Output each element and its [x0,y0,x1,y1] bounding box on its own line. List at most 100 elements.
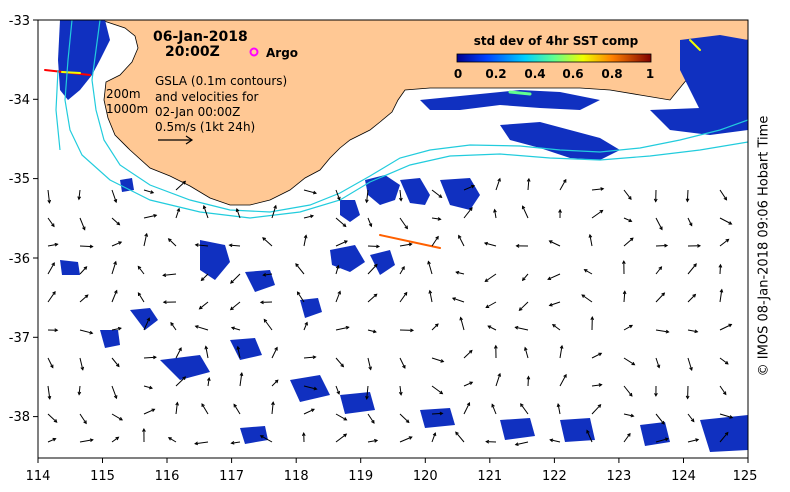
velocity-arrow [111,327,121,331]
velocity-arrow [557,404,561,415]
velocity-arrow [47,438,56,443]
argo-marker-icon [249,47,259,57]
x-tick-label: 115 [90,469,115,484]
velocity-arrow-head [719,288,724,293]
velocity-arrow [655,266,662,275]
velocity-arrows [47,177,734,446]
velocity-arrow [111,290,118,303]
velocity-arrow-head [89,244,94,249]
velocity-arrow-head [728,323,733,328]
velocity-arrow-head [491,403,495,408]
velocity-arrow-head [588,233,593,238]
velocity-arrow-head [335,264,340,269]
velocity-arrow-head [401,266,405,270]
velocity-arrow-head [581,294,586,298]
velocity-arrow-head [296,291,301,296]
velocity-arrow [303,408,315,415]
velocity-arrow-head [54,242,59,247]
velocity-arrow-head [556,403,561,408]
velocity-arrow [367,329,377,333]
velocity-arrow [263,273,273,276]
velocity-arrow [552,324,561,331]
velocity-arrow-head [689,366,693,371]
isobath-200m-west [55,69,61,151]
velocity-arrow-head [259,300,264,305]
sst-streak-central [379,234,441,249]
velocity-arrow-head [622,290,627,295]
velocity-arrow-head [371,419,375,424]
map-time: 20:00Z [165,44,220,60]
sst-patch-s-7 [560,418,595,442]
x-tick-label: 124 [671,469,696,484]
velocity-arrow-head [313,386,318,391]
velocity-arrow [519,301,529,311]
velocity-arrow [584,269,593,275]
velocity-arrow-head [526,375,531,380]
velocity-arrow-head [455,431,459,436]
velocity-arrow-head [548,240,553,244]
velocity-arrow [463,185,475,191]
velocity-arrow [431,385,443,395]
velocity-arrow-head [563,373,567,378]
velocity-arrow-head [340,363,345,368]
velocity-arrow [199,301,209,310]
velocity-arrow-head [309,214,315,219]
velocity-arrow [195,244,209,247]
velocity-arrow [687,263,697,275]
velocity-arrow [515,441,529,446]
velocity-arrow-head [427,260,431,265]
velocity-arrow [463,207,473,219]
velocity-arrow [719,189,727,201]
x-tick-label: 119 [348,469,373,484]
velocity-arrow-head [685,395,690,400]
scale-arrow-head [185,135,194,145]
velocity-arrow-head [629,324,634,329]
velocity-arrow [303,385,317,390]
velocity-arrow [623,291,626,303]
velocity-arrow [170,322,177,331]
velocity-arrow-head [487,325,492,329]
velocity-arrow [591,352,602,359]
velocity-arrow-head [432,432,437,437]
velocity-arrow [143,233,148,247]
velocity-arrow-head [583,269,588,273]
velocity-arrow [399,413,410,423]
velocity-arrow [143,189,154,194]
argo-label: Argo [266,46,298,60]
sst-patch-shelf-1 [420,90,600,110]
sst-patch-central-3 [440,178,480,210]
velocity-arrow-head [521,277,526,282]
velocity-arrow-head [485,439,490,444]
velocity-arrow [399,189,402,201]
velocity-arrow-head [137,265,142,270]
velocity-arrow-head [598,383,603,387]
velocity-arrow [623,189,632,200]
sst-patch-central-2 [400,178,430,205]
velocity-arrow-head [664,437,669,442]
velocity-arrow [78,189,81,200]
velocity-arrow-head [301,432,306,437]
velocity-arrow-head [170,321,174,326]
isobath-200m-label: 200m [106,87,141,101]
sst-patch-s-5 [420,408,455,428]
velocity-arrow-head [274,379,279,384]
velocity-arrow-head [229,306,234,311]
velocity-arrow [79,329,93,334]
velocity-arrow-head [337,290,341,295]
velocity-arrow [137,266,145,275]
velocity-arrow-head [271,401,275,406]
velocity-arrow [303,322,308,331]
velocity-arrow-head [230,440,235,445]
plot-frame [37,19,749,459]
velocity-arrow-head [82,226,86,231]
velocity-arrow-head [262,237,267,241]
sst-patch-s-6 [500,418,535,440]
velocity-arrow-head [144,232,149,237]
velocity-arrow-head [373,293,378,298]
velocity-arrow-head [725,238,730,243]
velocity-arrow [623,385,633,397]
velocity-arrow-head [471,184,476,189]
velocity-arrow [719,357,729,365]
velocity-arrow-head [342,223,347,228]
